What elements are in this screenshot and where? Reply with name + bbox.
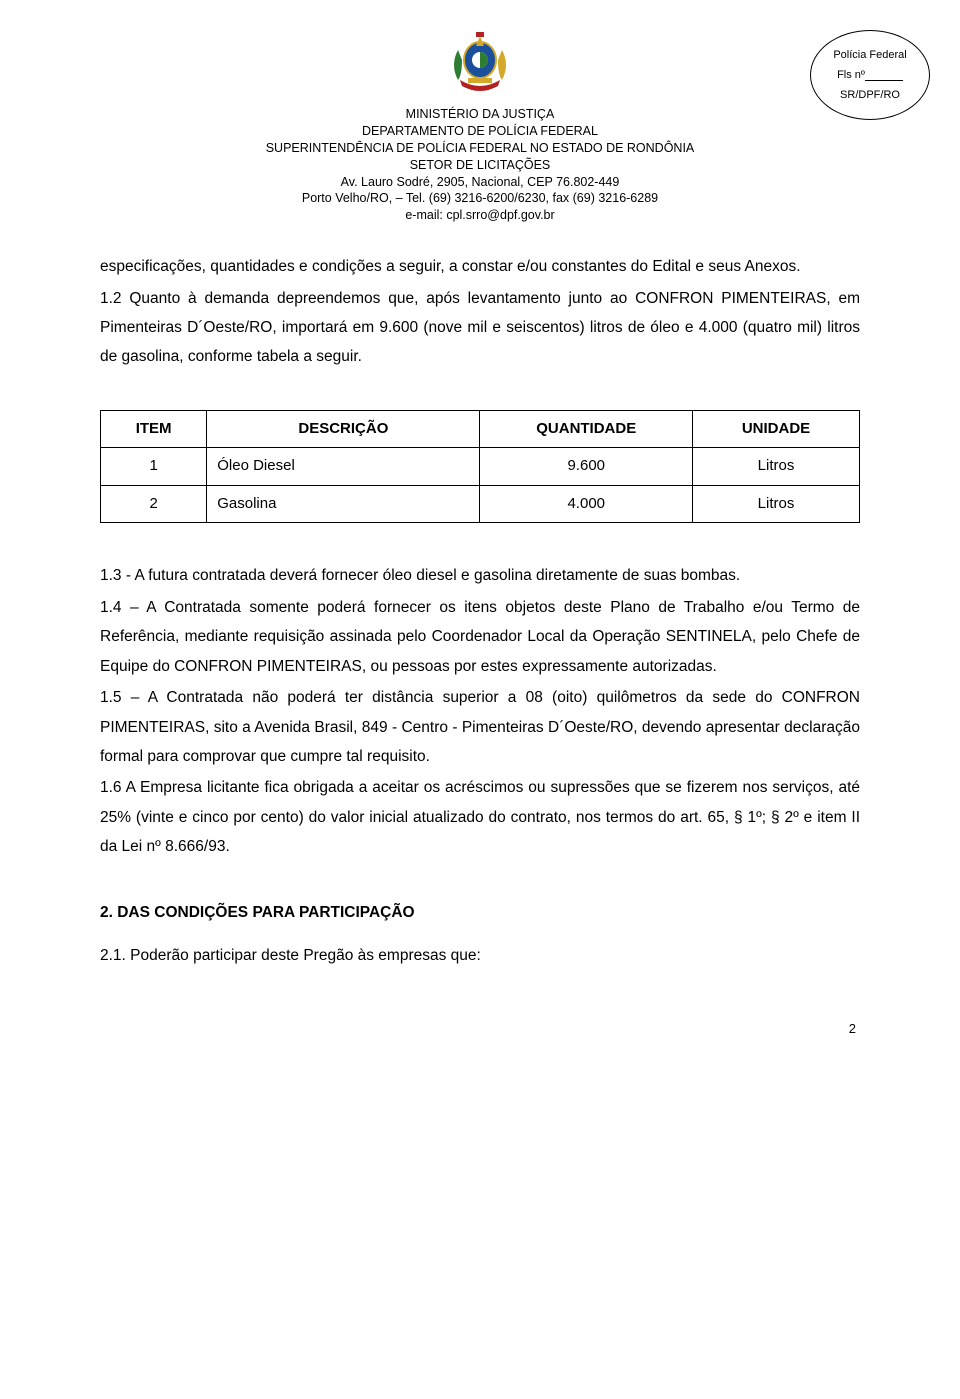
header-line-7: e-mail: cpl.srro@dpf.gov.br [100, 207, 860, 224]
header-lines: MINISTÉRIO DA JUSTIÇA DEPARTAMENTO DE PO… [100, 106, 860, 224]
col-header-item: ITEM [101, 410, 207, 448]
header-line-6: Porto Velho/RO, – Tel. (69) 3216-6200/62… [100, 190, 860, 207]
cell-quantidade: 4.000 [480, 485, 693, 523]
stamp-fls-line [865, 80, 903, 81]
page-number: 2 [100, 1021, 860, 1036]
fuel-table: ITEM DESCRIÇÃO QUANTIDADE UNIDADE 1 Óleo… [100, 410, 860, 524]
header-line-4: SETOR DE LICITAÇÕES [100, 157, 860, 174]
stamp-fls: Fls nº [837, 69, 903, 81]
table-row: 1 Óleo Diesel 9.600 Litros [101, 448, 860, 486]
cell-item: 2 [101, 485, 207, 523]
coat-of-arms-icon [440, 30, 520, 100]
header-line-2: DEPARTAMENTO DE POLÍCIA FEDERAL [100, 123, 860, 140]
cell-descricao: Gasolina [207, 485, 480, 523]
cell-quantidade: 9.600 [480, 448, 693, 486]
table-row: 2 Gasolina 4.000 Litros [101, 485, 860, 523]
col-header-quantidade: QUANTIDADE [480, 410, 693, 448]
header-line-1: MINISTÉRIO DA JUSTIÇA [100, 106, 860, 123]
paragraph-1: especificações, quantidades e condições … [100, 252, 860, 281]
header-line-5: Av. Lauro Sodré, 2905, Nacional, CEP 76.… [100, 174, 860, 191]
paragraph-7: 2.1. Poderão participar deste Pregão às … [100, 941, 860, 970]
paragraph-6: 1.6 A Empresa licitante fica obrigada a … [100, 773, 860, 861]
cell-unidade: Litros [693, 485, 860, 523]
header-line-3: SUPERINTENDÊNCIA DE POLÍCIA FEDERAL NO E… [100, 140, 860, 157]
stamp-bottom-text: SR/DPF/RO [840, 89, 900, 101]
document-body: especificações, quantidades e condições … [100, 252, 860, 971]
paragraph-3: 1.3 - A futura contratada deverá fornece… [100, 561, 860, 590]
table-header-row: ITEM DESCRIÇÃO QUANTIDADE UNIDADE [101, 410, 860, 448]
fls-stamp: Polícia Federal Fls nº SR/DPF/RO [810, 30, 930, 120]
paragraph-4: 1.4 – A Contratada somente poderá fornec… [100, 593, 860, 681]
paragraph-2: 1.2 Quanto à demanda depreendemos que, a… [100, 284, 860, 372]
stamp-fls-label: Fls nº [837, 69, 865, 81]
document-header: Polícia Federal Fls nº SR/DPF/RO MINISTÉ… [100, 30, 860, 224]
section-2-heading: 2. DAS CONDIÇÕES PARA PARTICIPAÇÃO [100, 898, 860, 927]
paragraph-5: 1.5 – A Contratada não poderá ter distân… [100, 683, 860, 771]
stamp-top-text: Polícia Federal [833, 49, 906, 61]
col-header-descricao: DESCRIÇÃO [207, 410, 480, 448]
cell-item: 1 [101, 448, 207, 486]
cell-unidade: Litros [693, 448, 860, 486]
col-header-unidade: UNIDADE [693, 410, 860, 448]
cell-descricao: Óleo Diesel [207, 448, 480, 486]
